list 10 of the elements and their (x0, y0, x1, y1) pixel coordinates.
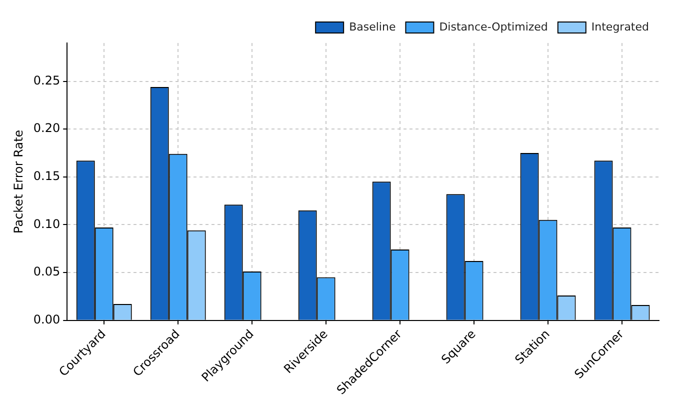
legend-label: Distance-Optimized (439, 20, 548, 34)
y-tick-label: 0.10 (33, 216, 60, 231)
legend-label: Integrated (591, 20, 650, 34)
y-tick-label: 0.15 (33, 169, 60, 184)
y-tick-label: 0.20 (33, 121, 60, 136)
y-tick-label: 0.25 (33, 73, 60, 88)
y-tick-label: 0.00 (33, 312, 60, 326)
legend-label: Baseline (349, 20, 396, 34)
y-tick-label: 0.05 (33, 264, 60, 279)
y-axis-title: Packet Error Rate (11, 130, 26, 234)
